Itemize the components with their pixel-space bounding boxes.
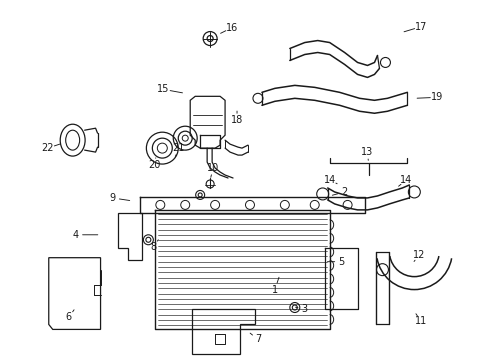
Text: 7: 7 [254, 334, 261, 345]
Text: 2: 2 [341, 187, 347, 197]
Text: 12: 12 [412, 250, 425, 260]
Text: 5: 5 [338, 257, 344, 267]
Text: 21: 21 [172, 143, 184, 153]
Text: 11: 11 [414, 316, 427, 327]
Text: 1: 1 [271, 284, 277, 294]
Text: 15: 15 [157, 84, 169, 94]
Text: 3: 3 [301, 305, 307, 315]
Text: 14: 14 [400, 175, 412, 185]
Text: 10: 10 [206, 163, 219, 173]
Text: 16: 16 [225, 23, 238, 33]
Text: 18: 18 [230, 115, 243, 125]
Text: 6: 6 [65, 312, 72, 323]
Text: 8: 8 [150, 242, 156, 252]
Text: 4: 4 [72, 230, 79, 240]
Text: 13: 13 [361, 147, 373, 157]
Text: 19: 19 [430, 92, 443, 102]
Text: 20: 20 [148, 160, 160, 170]
Text: 14: 14 [323, 175, 335, 185]
Text: 22: 22 [41, 143, 54, 153]
Text: 9: 9 [109, 193, 115, 203]
Text: 17: 17 [414, 22, 427, 32]
